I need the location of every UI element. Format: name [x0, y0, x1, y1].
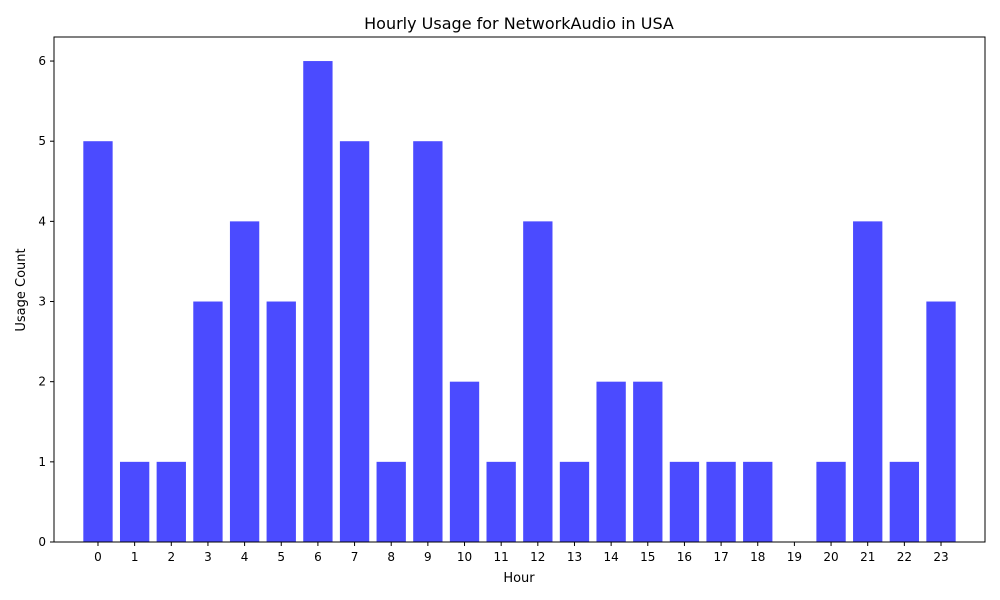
x-tick-label: 0 [94, 550, 102, 564]
bar-hour-14 [596, 381, 626, 542]
x-tick-label: 1 [131, 550, 139, 564]
x-tick-label: 4 [241, 550, 249, 564]
chart-title: Hourly Usage for NetworkAudio in USA [364, 14, 674, 33]
x-tick-label: 8 [387, 550, 395, 564]
bar-hour-22 [889, 461, 920, 542]
y-tick-label: 0 [38, 535, 46, 549]
bar-hour-7 [339, 141, 370, 542]
y-tick-label: 5 [38, 134, 46, 148]
x-tick-label: 14 [603, 550, 618, 564]
y-tick-label: 4 [38, 214, 46, 228]
bars-group [83, 61, 956, 543]
bar-hour-2 [156, 461, 186, 542]
x-tick-label: 23 [933, 550, 948, 564]
x-axis-ticks: 0 1 2 3 4 5 6 7 8 9 10 11 12 13 14 15 16 17 18 19 20 21 22 23 [94, 542, 949, 564]
x-tick-label: 11 [494, 550, 509, 564]
bar-hour-17 [706, 461, 736, 542]
x-axis-label: Hour [503, 571, 535, 586]
bar-hour-20 [816, 461, 846, 542]
x-tick-label: 5 [277, 550, 285, 564]
bar-hour-18 [743, 461, 773, 542]
x-tick-label: 22 [897, 550, 912, 564]
bar-hour-13 [559, 461, 590, 542]
x-tick-label: 12 [530, 550, 545, 564]
bar-hour-15 [633, 381, 663, 542]
y-tick-label: 3 [38, 295, 46, 309]
x-tick-label: 7 [351, 550, 359, 564]
x-tick-label: 3 [204, 550, 212, 564]
bar-hour-3 [193, 301, 223, 542]
bar-hour-11 [486, 461, 516, 542]
x-tick-label: 19 [787, 550, 802, 564]
y-tick-label: 1 [38, 455, 46, 469]
x-tick-label: 17 [713, 550, 728, 564]
y-axis-ticks: 0 1 2 3 4 5 6 [38, 54, 54, 549]
x-tick-label: 20 [823, 550, 838, 564]
bar-hour-10 [449, 381, 480, 542]
x-tick-label: 21 [860, 550, 875, 564]
y-tick-label: 6 [38, 54, 46, 68]
x-tick-label: 6 [314, 550, 322, 564]
x-tick-label: 16 [677, 550, 692, 564]
x-tick-label: 18 [750, 550, 765, 564]
bar-hour-21 [853, 221, 883, 542]
bar-hour-12 [523, 221, 553, 542]
bar-hour-0 [83, 141, 113, 542]
bar-hour-8 [376, 461, 406, 542]
bar-hour-4 [229, 221, 260, 542]
x-tick-label: 13 [567, 550, 582, 564]
x-tick-label: 10 [457, 550, 472, 564]
bar-hour-9 [413, 141, 443, 542]
plot-frame [53, 36, 986, 543]
y-axis-label: Usage Count [14, 248, 29, 331]
bar-hour-23 [926, 301, 956, 542]
x-tick-label: 9 [424, 550, 432, 564]
y-tick-label: 2 [38, 375, 46, 389]
bar-hour-6 [303, 61, 333, 543]
bar-hour-16 [669, 461, 700, 542]
bar-hour-1 [119, 461, 150, 542]
bar-hour-5 [266, 301, 296, 542]
x-tick-label: 15 [640, 550, 655, 564]
x-tick-label: 2 [167, 550, 175, 564]
